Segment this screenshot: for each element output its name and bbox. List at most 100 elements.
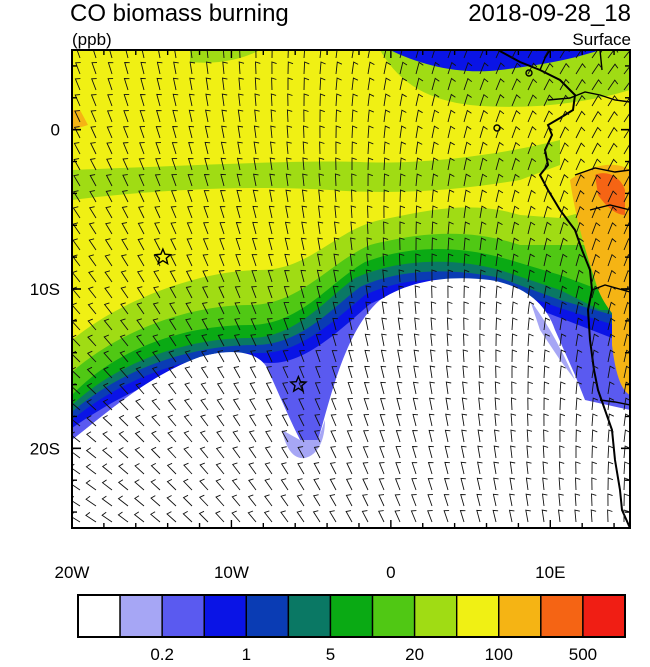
wind-barb	[399, 77, 408, 91]
wind-barb	[296, 510, 305, 523]
wind-barb	[510, 429, 516, 443]
wind-barb	[280, 478, 289, 491]
wind-barb	[250, 302, 257, 315]
wind-barb	[303, 77, 310, 91]
wind-barb	[367, 205, 373, 219]
wind-barb	[315, 350, 322, 363]
wind-barb	[495, 333, 502, 347]
wind-barb	[121, 222, 129, 235]
wind-barb	[335, 125, 342, 139]
wind-barb	[167, 446, 177, 459]
wind-barb	[607, 158, 618, 171]
wind-barb	[591, 206, 601, 219]
wind-barb	[509, 461, 516, 475]
wind-barb	[607, 349, 615, 363]
colorbar-label: 20	[405, 645, 425, 664]
wind-barb	[221, 125, 227, 139]
wind-barb	[527, 237, 536, 251]
wind-barb	[73, 142, 81, 155]
wind-barb	[575, 174, 585, 187]
wind-barb	[378, 494, 385, 507]
wind-barb	[167, 414, 177, 427]
wind-barb	[333, 253, 339, 267]
wind-barb	[135, 382, 145, 395]
wind-barb	[314, 382, 321, 395]
wind-barb	[591, 63, 603, 75]
wind-barb	[495, 125, 504, 139]
wind-barb	[348, 333, 354, 347]
wind-barb	[543, 158, 553, 171]
wind-barb	[399, 109, 407, 123]
wind-barb	[361, 510, 369, 523]
colorbar-swatch	[498, 594, 542, 638]
wind-barb	[269, 157, 276, 171]
wind-barb	[623, 509, 629, 522]
wind-barb	[284, 253, 290, 267]
wind-barb	[527, 413, 533, 427]
wind-barb	[136, 270, 145, 283]
wind-barb	[479, 93, 489, 107]
wind-barb	[364, 333, 371, 347]
wind-barb	[575, 285, 584, 299]
wind-barb	[202, 238, 209, 251]
wind-barb	[251, 238, 258, 251]
wind-barb	[264, 494, 273, 507]
wind-barb	[136, 318, 145, 331]
wind-barb	[283, 286, 290, 299]
wind-barb	[155, 110, 162, 123]
wind-barb	[511, 381, 517, 395]
wind-barb	[168, 334, 177, 347]
wind-barb	[174, 50, 177, 59]
wind-barb	[575, 381, 582, 395]
wind-barb	[202, 286, 209, 299]
wind-barb	[167, 430, 177, 443]
wind-barb	[171, 158, 178, 171]
wind-barb	[205, 77, 212, 91]
wind-barb	[494, 381, 501, 395]
wind-barb	[511, 221, 520, 235]
wind-barb	[527, 126, 537, 139]
wind-barb	[219, 190, 226, 203]
wind-barb	[251, 270, 258, 283]
wind-barb	[543, 110, 553, 123]
wind-barb	[527, 141, 537, 155]
wind-barb	[270, 125, 276, 139]
wind-barb	[399, 173, 406, 187]
wind-barb	[383, 189, 390, 203]
wind-barb	[105, 206, 113, 219]
wind-barb	[367, 61, 375, 75]
colorbar-swatch	[329, 594, 374, 638]
wind-barb	[317, 237, 323, 251]
wind-barb	[447, 125, 456, 139]
wind-barb	[218, 286, 225, 299]
wind-barb	[151, 398, 161, 411]
wind-barb	[297, 414, 305, 427]
wind-barb	[137, 254, 145, 267]
wind-barb	[495, 365, 501, 379]
wind-barb	[623, 461, 630, 475]
wind-barb	[282, 382, 289, 395]
wind-barb	[221, 77, 228, 91]
wind-barb	[88, 206, 97, 219]
wind-barb	[167, 382, 177, 395]
wind-barb	[283, 302, 290, 315]
wind-barb	[346, 446, 353, 459]
trough-fill	[298, 440, 330, 528]
wind-barb	[346, 414, 353, 427]
wind-barb	[527, 205, 536, 219]
colorbar-label: 1	[241, 645, 252, 664]
wind-barb	[330, 430, 337, 443]
wind-barb	[623, 301, 630, 315]
wind-barb	[73, 174, 81, 187]
wind-barb	[527, 221, 536, 235]
wind-barb	[365, 269, 372, 283]
wind-barb	[134, 430, 145, 443]
wind-barb	[219, 222, 226, 235]
land-red-patch	[595, 173, 625, 215]
wind-barb	[269, 173, 275, 187]
datetime-label: 2018-09-28_18	[468, 0, 631, 27]
wind-barb	[200, 398, 209, 411]
wind-barb	[591, 365, 599, 379]
wind-barb	[287, 77, 293, 90]
wind-barb	[316, 285, 323, 299]
